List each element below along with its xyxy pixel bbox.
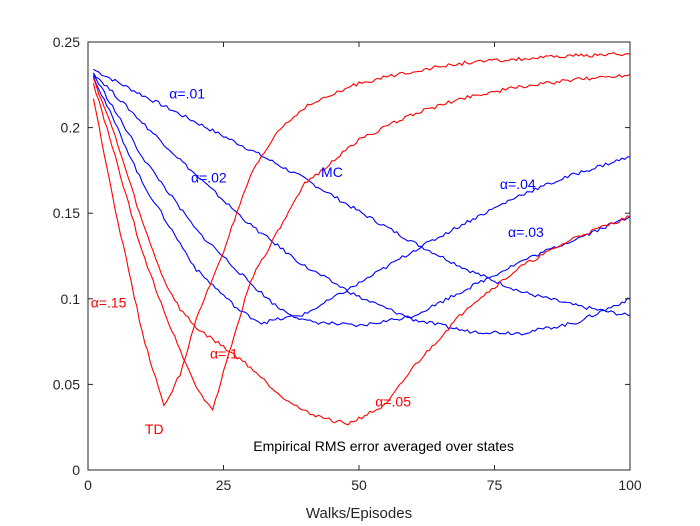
- annotation-label: α=.1: [210, 346, 238, 362]
- plot-area: [88, 42, 630, 470]
- axes: 0 25 50 75 100 0 0.05 0.1 0.15 0.2 0.25 Walks/Episo…: [53, 34, 642, 522]
- annotation-label: α=.05: [375, 394, 411, 410]
- x-tick-label: 0: [84, 477, 92, 493]
- annotation-label: Empirical RMS error averaged over states: [253, 438, 514, 454]
- y-tick-label: 0.05: [53, 376, 80, 392]
- annotation-label: α=.15: [91, 294, 127, 310]
- x-tick-label: 25: [216, 477, 232, 493]
- annotations: α=.01 α=.02 MC α=.04 α=.03 α=.15 α=.1 TD α=.05 Em…: [91, 85, 544, 454]
- mc-series-line-3: [92, 74, 631, 328]
- annotation-label: TD: [145, 421, 164, 437]
- x-tick-label: 50: [351, 477, 367, 493]
- annotation-label: α=.04: [500, 176, 536, 192]
- y-tick-label: 0.25: [53, 34, 80, 50]
- mc-series-line-4: [92, 76, 631, 325]
- y-tick-label: 0: [72, 462, 80, 478]
- td-series-line-6: [92, 73, 631, 412]
- series-layer: [92, 52, 631, 426]
- annotation-label: MC: [321, 164, 343, 180]
- x-tick-label: 100: [618, 477, 642, 493]
- annotation-label: α=.01: [169, 85, 205, 101]
- y-tick-label: 0.15: [53, 205, 80, 221]
- td-series-line-5: [92, 77, 631, 426]
- x-axis-label: Walks/Episodes: [306, 505, 412, 522]
- y-tick-label: 0.1: [61, 291, 81, 307]
- y-tick-label: 0.2: [61, 120, 81, 136]
- mc-series-line-1: [93, 68, 631, 317]
- x-tick-label: 75: [487, 477, 503, 493]
- mc-series-line-2: [92, 72, 631, 336]
- td-series-line-7: [92, 52, 631, 407]
- annotation-label: α=.02: [191, 169, 227, 185]
- annotation-label: α=.03: [508, 224, 544, 240]
